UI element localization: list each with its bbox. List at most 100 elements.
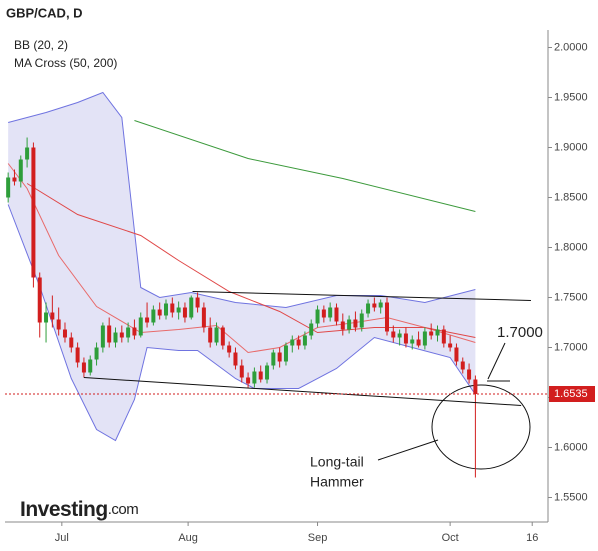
candle-body bbox=[315, 309, 320, 324]
y-tick-label: 1.9500 bbox=[554, 91, 588, 103]
arrow bbox=[377, 439, 439, 461]
candle-body bbox=[145, 317, 150, 323]
candle-body bbox=[302, 335, 307, 346]
highlight-circle bbox=[431, 384, 531, 470]
candle-body bbox=[100, 325, 105, 348]
logo-suffix: .com bbox=[108, 501, 139, 518]
candle-body bbox=[214, 327, 219, 343]
trendline bbox=[83, 377, 522, 406]
x-tick-label: Jul bbox=[55, 532, 69, 544]
candle-body bbox=[44, 312, 49, 323]
candle-body bbox=[353, 319, 358, 328]
legend-entry: BB (20, 2) bbox=[14, 38, 68, 52]
candle-body bbox=[265, 365, 270, 380]
candle-body bbox=[384, 302, 389, 332]
legend-entry: MA Cross (50, 200) bbox=[14, 56, 117, 70]
candle-body bbox=[290, 339, 295, 346]
candle-body bbox=[94, 347, 99, 360]
candle-body bbox=[321, 309, 326, 318]
candle-body bbox=[340, 321, 345, 330]
candle-body bbox=[239, 365, 244, 378]
candle-body bbox=[113, 332, 118, 343]
candle-body bbox=[12, 177, 17, 182]
candle-body bbox=[467, 369, 472, 380]
y-tick-label: 2.0000 bbox=[554, 41, 588, 53]
y-tick-label: 1.8500 bbox=[554, 191, 588, 203]
candle-body bbox=[37, 277, 42, 323]
candle-body bbox=[151, 309, 156, 323]
candle-body bbox=[25, 147, 30, 160]
ma-line bbox=[134, 120, 476, 212]
candle-body bbox=[201, 307, 206, 328]
candle-body bbox=[359, 313, 364, 328]
candle-body bbox=[88, 359, 93, 373]
ma-line bbox=[26, 183, 476, 338]
band-lower bbox=[7, 204, 476, 442]
candle-body bbox=[309, 323, 314, 336]
annotation: Long-tail bbox=[310, 454, 364, 470]
candle-body bbox=[429, 331, 434, 336]
candle-body bbox=[347, 319, 352, 330]
candle-body bbox=[81, 362, 86, 373]
y-tick-label: 1.9000 bbox=[554, 141, 588, 153]
candle-body bbox=[75, 347, 80, 363]
band-layer bbox=[7, 91, 476, 442]
y-tick-label: 1.6000 bbox=[554, 441, 588, 453]
trendline bbox=[192, 291, 531, 301]
candle-body bbox=[283, 345, 288, 362]
candle-body bbox=[107, 325, 112, 343]
candle-body bbox=[18, 159, 23, 182]
candle-body bbox=[119, 332, 124, 338]
logo: Investing.com bbox=[20, 498, 138, 521]
logo-brand: Investing bbox=[20, 498, 108, 521]
candle-body bbox=[391, 331, 396, 338]
candle-body bbox=[246, 377, 251, 384]
candle-body bbox=[138, 317, 143, 336]
candle-body bbox=[378, 302, 383, 308]
annotation: 1.7000 bbox=[497, 324, 543, 341]
candle-body bbox=[31, 147, 36, 278]
candle-body bbox=[366, 303, 371, 314]
candle-body bbox=[334, 307, 339, 322]
candle-body bbox=[252, 371, 257, 384]
candle-body bbox=[416, 339, 421, 346]
candle-body bbox=[170, 303, 175, 313]
y-tick-label: 1.7000 bbox=[554, 341, 588, 353]
candle-body bbox=[62, 329, 67, 338]
candle-body bbox=[296, 339, 301, 346]
candle-body bbox=[441, 329, 446, 344]
y-tick-label: 1.5500 bbox=[554, 491, 588, 503]
candle-body bbox=[176, 307, 181, 313]
candle-body bbox=[208, 327, 213, 343]
x-tick-label: 16 bbox=[526, 532, 538, 544]
ma-line bbox=[7, 163, 476, 354]
candle-body bbox=[233, 352, 238, 366]
candle-body bbox=[258, 371, 263, 380]
candle-body bbox=[403, 333, 408, 344]
arrow bbox=[487, 342, 506, 380]
candle-body bbox=[422, 331, 427, 346]
candle-body bbox=[182, 307, 187, 318]
candle-body bbox=[6, 177, 11, 198]
price-tag bbox=[549, 386, 595, 402]
y-tick-label: 1.8000 bbox=[554, 241, 588, 253]
candle-body bbox=[189, 297, 194, 318]
candle-body bbox=[132, 327, 137, 336]
candle-body bbox=[195, 297, 200, 308]
candle-body bbox=[220, 327, 225, 346]
candle-body bbox=[157, 309, 162, 316]
candle-body bbox=[271, 352, 276, 366]
x-tick-label: Sep bbox=[308, 532, 328, 544]
candle-body bbox=[460, 361, 465, 370]
candle-body bbox=[372, 303, 377, 308]
band-upper bbox=[8, 91, 476, 309]
candle-body bbox=[126, 327, 131, 338]
candle-body bbox=[454, 347, 459, 362]
candle-body bbox=[410, 339, 415, 344]
x-tick-label: Oct bbox=[442, 532, 459, 544]
band-fill bbox=[8, 92, 476, 441]
candle-body bbox=[69, 337, 74, 348]
candle-body bbox=[50, 312, 55, 320]
candle-body bbox=[435, 329, 440, 336]
